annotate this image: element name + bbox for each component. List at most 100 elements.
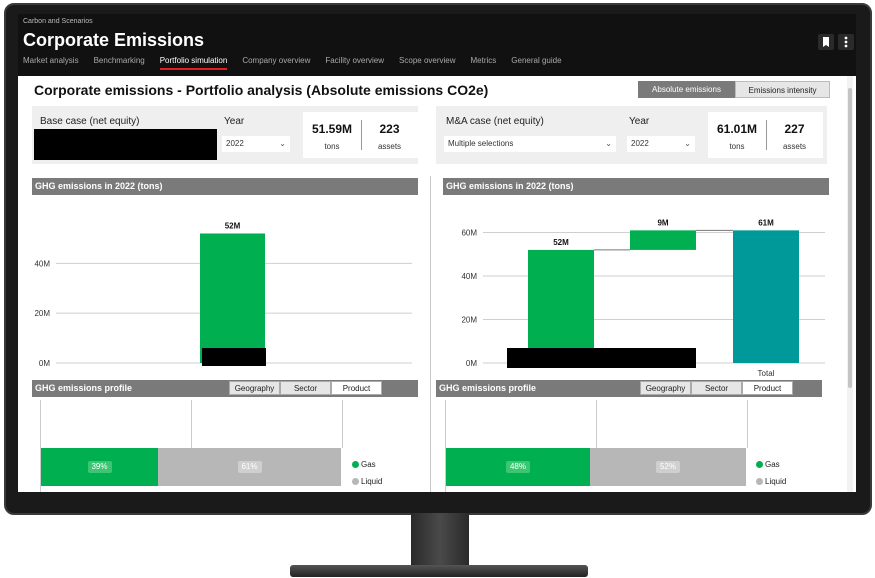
liquid-legend-dot	[352, 478, 359, 485]
ma-case-label: M&A case (net equity)	[446, 116, 544, 127]
segment-percent-label: 52%	[656, 461, 680, 473]
tab-product[interactable]: Product	[331, 381, 382, 395]
right-emissions-chart: 0M 20M 40M 60M 52M 9M 61M Total	[461, 218, 825, 378]
bar-data-label: 61M	[758, 218, 774, 227]
scrollbar-thumb[interactable]	[848, 88, 852, 388]
left-emissions-chart: 0M 20M 40M 52M	[34, 221, 412, 368]
tab-metrics[interactable]: Metrics	[470, 56, 497, 65]
base-tons-value: 51.59M	[311, 122, 353, 136]
tab-company-overview[interactable]: Company overview	[242, 56, 311, 65]
ma-tons-value: 61.01M	[716, 122, 758, 136]
base-case-label: Base case (net equity)	[40, 116, 140, 127]
ma-year-label: Year	[629, 116, 650, 127]
ma-selection-value: Multiple selections	[448, 139, 514, 148]
grid-line	[747, 400, 748, 448]
legend-gas: Gas	[756, 460, 780, 469]
y-tick-label: 40M	[461, 272, 477, 281]
tab-sector[interactable]: Sector	[280, 381, 331, 395]
redacted-selection	[34, 129, 217, 160]
legend-liquid: Liquid	[352, 477, 382, 486]
y-tick-label: 40M	[34, 259, 50, 268]
ma-selection-select[interactable]: Multiple selections ⌄	[444, 136, 616, 152]
right-profile-tabs: Geography Sector Product	[640, 381, 793, 395]
ma-year-value: 2022	[631, 139, 649, 148]
kpi-divider	[361, 120, 362, 150]
bar	[630, 230, 696, 250]
tab-scope-overview[interactable]: Scope overview	[399, 56, 456, 65]
base-tons-unit: tons	[324, 142, 340, 151]
base-assets-value: 223	[379, 122, 400, 136]
app-header: Carbon and Scenarios Corporate Emissions…	[18, 14, 856, 76]
tab-geography[interactable]: Geography	[640, 381, 691, 395]
tab-sector[interactable]: Sector	[691, 381, 742, 395]
y-tick-label: 20M	[34, 309, 50, 318]
bar-data-label: 52M	[225, 221, 241, 230]
gas-legend-dot	[756, 461, 763, 468]
ma-year-select[interactable]: 2022 ⌄	[627, 136, 695, 152]
legend-label: Liquid	[765, 477, 787, 486]
redacted-category-label	[202, 348, 266, 366]
x-category-label: Total	[758, 369, 775, 378]
y-tick-label: 0M	[39, 359, 50, 368]
left-profile-tabs: Geography Sector Product	[229, 381, 382, 395]
ma-tons-unit: tons	[729, 142, 745, 151]
tab-facility-overview[interactable]: Facility overview	[325, 56, 385, 65]
legend-label: Gas	[361, 460, 376, 469]
report-title: Corporate emissions - Portfolio analysis…	[34, 82, 489, 98]
chevron-down-icon: ⌄	[684, 139, 691, 148]
app-screen: Carbon and Scenarios Corporate Emissions…	[18, 14, 856, 492]
y-tick-label: 0M	[466, 359, 477, 368]
left-chart-header: GHG emissions in 2022 (tons)	[32, 178, 418, 195]
grid-line	[342, 400, 343, 448]
monitor-neck	[411, 513, 469, 568]
liquid-legend-dot	[756, 478, 763, 485]
monitor-base	[290, 565, 588, 577]
right-profile-chart: 48% 52%	[445, 400, 748, 492]
legend-liquid: Liquid	[756, 477, 786, 486]
absolute-emissions-toggle[interactable]: Absolute emissions	[638, 81, 735, 98]
more-vertical-icon[interactable]	[838, 34, 854, 50]
gas-legend-dot	[352, 461, 359, 468]
bar	[733, 230, 799, 363]
segment-percent-label: 61%	[237, 461, 262, 473]
ma-kpi-card: 61.01M tons 227 assets	[708, 112, 823, 158]
base-year-value: 2022	[226, 139, 244, 148]
bar	[528, 249, 594, 363]
bar	[200, 233, 265, 363]
tab-general-guide[interactable]: General guide	[511, 56, 562, 65]
grid-line	[191, 400, 192, 448]
main-content: Corporate emissions - Portfolio analysis…	[18, 76, 856, 492]
grid-line	[596, 400, 597, 448]
left-profile-chart: 39% 61%	[40, 400, 343, 492]
base-kpi-card: 51.59M tons 223 assets	[303, 112, 418, 158]
base-year-select[interactable]: 2022 ⌄	[222, 136, 290, 152]
tab-market-analysis[interactable]: Market analysis	[23, 56, 79, 65]
chevron-down-icon: ⌄	[279, 139, 286, 148]
emissions-intensity-toggle[interactable]: Emissions intensity	[735, 81, 830, 98]
y-tick-label: 20M	[461, 316, 477, 325]
segment-percent-label: 39%	[87, 461, 112, 473]
bar-data-label: 9M	[657, 218, 668, 227]
page-title: Corporate Emissions	[23, 30, 205, 50]
y-tick-label: 60M	[461, 229, 477, 238]
kpi-divider	[766, 120, 767, 150]
tab-portfolio-simulation[interactable]: Portfolio simulation	[159, 56, 228, 70]
legend-label: Gas	[765, 460, 780, 469]
redacted-category-label	[507, 348, 696, 368]
panel-divider	[430, 176, 431, 492]
nav-tabs: Market analysis Benchmarking Portfolio s…	[23, 56, 577, 70]
base-assets-unit: assets	[377, 142, 402, 151]
base-year-label: Year	[224, 116, 245, 127]
bookmark-icon[interactable]	[818, 34, 834, 50]
ma-assets-unit: assets	[782, 142, 807, 151]
tab-benchmarking[interactable]: Benchmarking	[93, 56, 145, 65]
legend-gas: Gas	[352, 460, 376, 469]
tab-product[interactable]: Product	[742, 381, 793, 395]
tab-geography[interactable]: Geography	[229, 381, 280, 395]
breadcrumb[interactable]: Carbon and Scenarios	[23, 18, 93, 25]
segment-percent-label: 48%	[506, 461, 530, 473]
chevron-down-icon: ⌄	[605, 139, 612, 148]
ma-assets-value: 227	[784, 122, 805, 136]
legend-label: Liquid	[361, 477, 383, 486]
